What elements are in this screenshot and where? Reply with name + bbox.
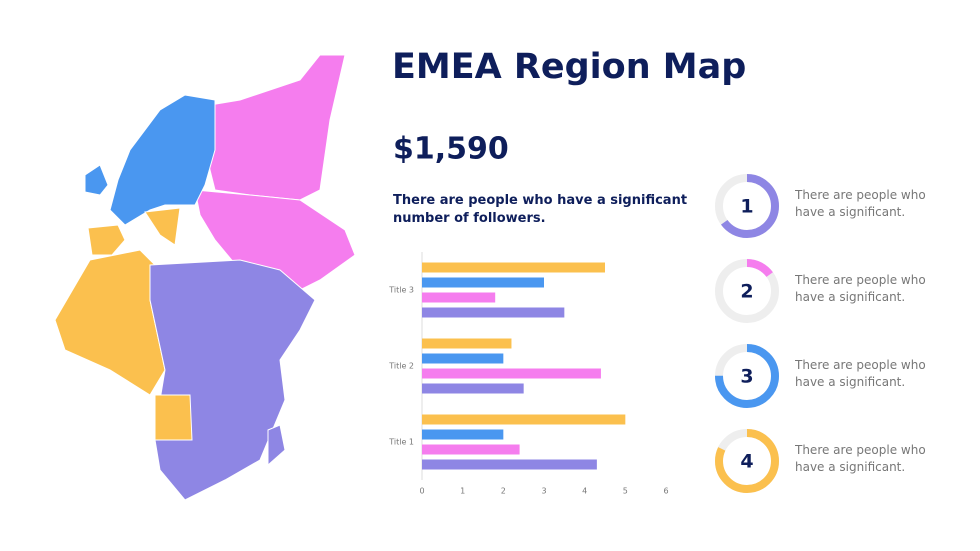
bar — [422, 277, 544, 288]
map-russia — [204, 54, 346, 201]
x-tick-label: 0 — [419, 487, 424, 496]
map-europe — [109, 94, 216, 226]
bar — [422, 383, 524, 394]
map-west-africa — [54, 249, 166, 396]
donut-number: 3 — [740, 366, 753, 388]
bar — [422, 353, 504, 364]
map-africa — [149, 259, 316, 501]
x-tick-label: 6 — [663, 487, 668, 496]
bar — [422, 307, 565, 318]
map-iberia — [87, 224, 126, 256]
x-tick-label: 1 — [460, 487, 465, 496]
map-italy — [144, 207, 181, 246]
bar — [422, 368, 601, 379]
y-tick-label: Title 3 — [388, 286, 414, 295]
donut-arc — [715, 344, 779, 408]
map-east — [194, 189, 356, 291]
x-tick-label: 5 — [623, 487, 628, 496]
donut-number: 1 — [740, 196, 753, 218]
donut-number: 4 — [740, 451, 753, 473]
bar — [422, 262, 605, 273]
x-tick-label: 4 — [582, 487, 587, 496]
bar — [422, 414, 626, 425]
bar — [422, 444, 520, 455]
y-tick-label: Title 1 — [388, 438, 414, 447]
item-text: There are people who have a significant. — [795, 188, 926, 219]
bar-chart: 0 1 2 3 4 5 6 Title 1 Title 2 Title 3 — [388, 252, 669, 496]
map-madagascar — [267, 424, 286, 467]
item-text-box: There are people who have a significant. — [795, 358, 926, 389]
donut-arc — [715, 174, 779, 238]
item-text-box: There are people who have a significant. — [795, 188, 926, 219]
bar — [422, 429, 504, 440]
x-tick-label: 3 — [541, 487, 546, 496]
amount: $1,590 — [393, 132, 509, 167]
donut-arc — [715, 259, 779, 323]
x-tick-label: 2 — [501, 487, 506, 496]
y-tick-label: Title 2 — [388, 362, 414, 371]
bar — [422, 459, 597, 470]
bar — [422, 292, 496, 303]
subtitle-box: There are people who have a significant … — [393, 193, 688, 226]
item-text: There are people who have a significant. — [795, 358, 926, 389]
item-text: There are people who have a significant. — [795, 273, 926, 304]
subtitle: There are people who have a significant … — [393, 193, 688, 226]
donut-number: 2 — [740, 281, 753, 303]
item-text-box: There are people who have a significant. — [795, 273, 926, 304]
map-uk — [84, 164, 109, 196]
item-text: There are people who have a significant. — [795, 443, 926, 474]
item-text-box: There are people who have a significant. — [795, 443, 926, 474]
indicators: 1 There are people who have a significant… — [715, 174, 926, 493]
map-angola — [154, 394, 193, 441]
title: EMEA Region Map — [392, 47, 746, 87]
map — [54, 54, 356, 501]
donut-arc — [715, 429, 779, 493]
bar — [422, 338, 512, 349]
